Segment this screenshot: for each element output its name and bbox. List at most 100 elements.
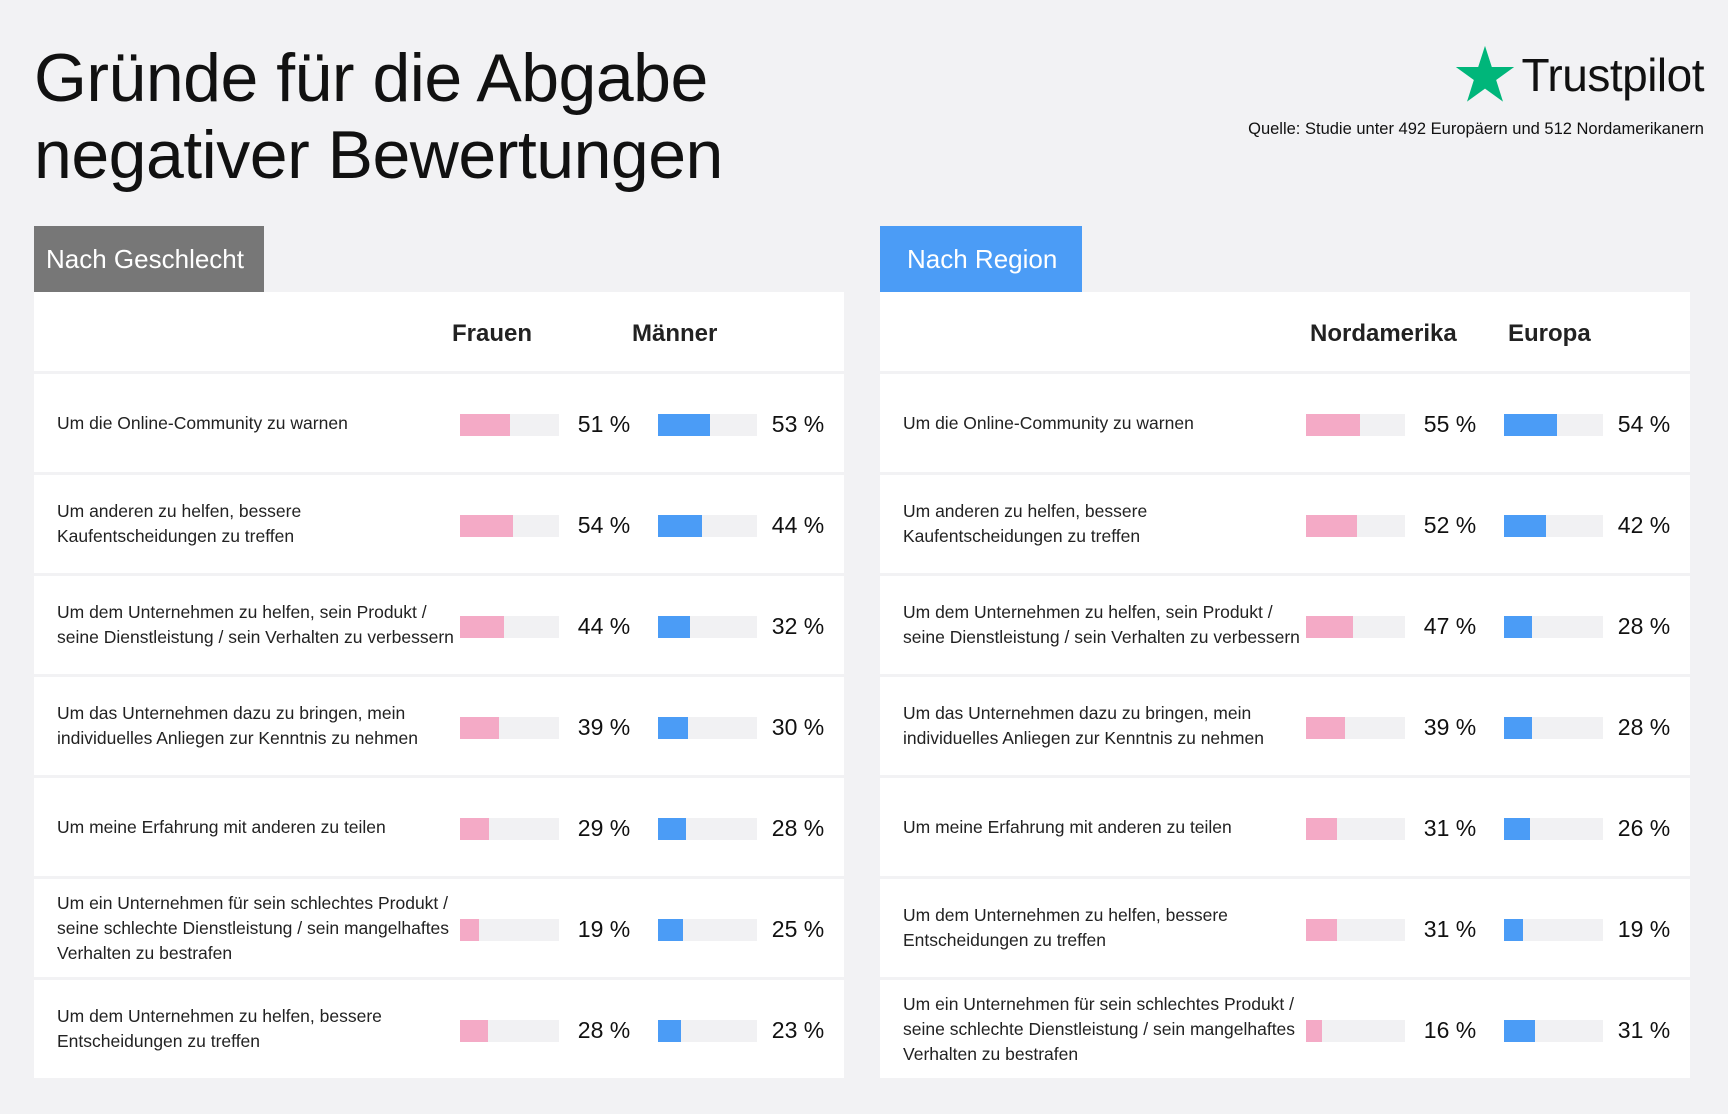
- bar-track: [658, 818, 757, 840]
- value-label: 28 %: [1617, 714, 1671, 740]
- bar-track: [1306, 818, 1405, 840]
- bar-track: [658, 515, 757, 537]
- bar-europa: [1504, 414, 1557, 436]
- bar-maenner: [658, 616, 690, 638]
- value-label: 28 %: [577, 1017, 631, 1043]
- bar-nordamerika: [1306, 515, 1357, 537]
- bar-maenner: [658, 717, 688, 739]
- bar-track: [658, 616, 757, 638]
- bar-track: [658, 1020, 757, 1042]
- bar-frauen: [460, 717, 499, 739]
- value-label: 55 %: [1423, 411, 1477, 437]
- table-row: Um die Online-Community zu warnen 55 % 54 …: [880, 374, 1690, 472]
- row-label: Um die Online-Community zu warnen: [903, 412, 1194, 433]
- gender-table: Frauen Männer Um die Online-Community zu…: [34, 292, 844, 1078]
- bar-frauen: [460, 616, 504, 638]
- title-line-2: negativer Bewertungen: [34, 117, 723, 193]
- bar-track: [1504, 717, 1603, 739]
- bar-track: [460, 818, 559, 840]
- bar-frauen: [460, 1020, 488, 1042]
- gender-rows: Um die Online-Community zu warnen 51 % 53 …: [34, 374, 844, 1078]
- value-label: 32 %: [771, 613, 825, 639]
- bar-track: [1306, 414, 1405, 436]
- row-label: Um dem Unternehmen zu helfen, sein Produ…: [903, 602, 1300, 647]
- region-rows: Um die Online-Community zu warnen 55 % 54 …: [880, 374, 1690, 1078]
- bar-track: [1504, 1020, 1603, 1042]
- table-row: Um das Unternehmen dazu zu bringen, mein…: [880, 677, 1690, 775]
- bar-europa: [1504, 515, 1546, 537]
- bar-europa: [1504, 919, 1523, 941]
- bar-track: [460, 515, 559, 537]
- bar-maenner: [658, 818, 686, 840]
- bar-track: [460, 414, 559, 436]
- row-label: Um anderen zu helfen, bessere Kaufentsch…: [903, 501, 1148, 546]
- bar-maenner: [658, 515, 702, 537]
- panel-tag-gender: Nach Geschlecht: [34, 226, 264, 292]
- table-row: Um meine Erfahrung mit anderen zu teilen…: [880, 778, 1690, 876]
- bar-frauen: [460, 414, 510, 436]
- table-row: Um dem Unternehmen zu helfen, sein Produ…: [34, 576, 844, 674]
- bar-nordamerika: [1306, 717, 1345, 739]
- table-row: Um dem Unternehmen zu helfen, bessere En…: [34, 980, 844, 1078]
- value-label: 47 %: [1423, 613, 1477, 639]
- value-label: 39 %: [577, 714, 631, 740]
- value-label: 54 %: [1617, 411, 1671, 437]
- value-label: 30 %: [771, 714, 825, 740]
- value-label: 31 %: [1617, 1017, 1671, 1043]
- panel-gender: Nach Geschlecht Frauen Männer Um die Onl…: [34, 226, 844, 1078]
- panel-region: Nach Region Nordamerika Europa Um die On…: [880, 226, 1690, 1078]
- panel-tag-region: Nach Region: [880, 226, 1083, 292]
- table-header: Frauen Männer: [34, 292, 844, 371]
- bar-frauen: [460, 919, 479, 941]
- brand-block: Trustpilot Quelle: Studie unter 492 Euro…: [1248, 44, 1705, 139]
- value-label: 29 %: [577, 815, 631, 841]
- bar-track: [1504, 515, 1603, 537]
- star-icon: [1455, 45, 1514, 102]
- value-label: 19 %: [1617, 916, 1671, 942]
- bar-maenner: [658, 414, 710, 436]
- value-label: 31 %: [1423, 815, 1477, 841]
- bar-nordamerika: [1306, 616, 1353, 638]
- bar-maenner: [658, 1020, 681, 1042]
- bar-frauen: [460, 515, 513, 537]
- bar-track: [658, 717, 757, 739]
- brand-name: Trustpilot: [1521, 49, 1705, 101]
- title-line-1: Gründe für die Abgabe: [34, 40, 708, 116]
- column-header-europa: Europa: [1508, 320, 1591, 347]
- bar-nordamerika: [1306, 919, 1337, 941]
- row-label: Um dem Unternehmen zu helfen, bessere En…: [903, 905, 1228, 950]
- value-label: 28 %: [771, 815, 825, 841]
- bar-track: [460, 1020, 559, 1042]
- bar-track: [1504, 919, 1603, 941]
- row-label: Um das Unternehmen dazu zu bringen, mein…: [903, 703, 1264, 748]
- value-label: 44 %: [771, 512, 825, 538]
- value-label: 31 %: [1423, 916, 1477, 942]
- value-label: 25 %: [771, 916, 825, 942]
- bar-track: [1306, 616, 1405, 638]
- value-label: 39 %: [1423, 714, 1477, 740]
- table-row: Um anderen zu helfen, bessere Kaufentsch…: [880, 475, 1690, 573]
- bar-track: [1504, 616, 1603, 638]
- bar-track: [460, 616, 559, 638]
- bar-europa: [1504, 1020, 1535, 1042]
- bar-track: [1306, 919, 1405, 941]
- bar-track: [1306, 717, 1405, 739]
- table-row: Um dem Unternehmen zu helfen, bessere En…: [880, 879, 1690, 977]
- table-row: Um die Online-Community zu warnen 51 % 53 …: [34, 374, 844, 472]
- column-header-maenner: Männer: [632, 320, 718, 347]
- table-row: Um anderen zu helfen, bessere Kaufentsch…: [34, 475, 844, 573]
- bar-frauen: [460, 818, 489, 840]
- table-header: Nordamerika Europa: [880, 292, 1690, 371]
- value-label: 42 %: [1617, 512, 1671, 538]
- row-label: Um ein Unternehmen für sein schlechtes P…: [57, 892, 450, 963]
- bar-nordamerika: [1306, 818, 1337, 840]
- bar-track: [460, 919, 559, 941]
- value-label: 44 %: [577, 613, 631, 639]
- bar-track: [460, 717, 559, 739]
- table-row: Um ein Unternehmen für sein schlechtes P…: [34, 879, 844, 977]
- row-label: Um dem Unternehmen zu helfen, sein Produ…: [57, 602, 454, 647]
- row-label: Um die Online-Community zu warnen: [57, 412, 348, 433]
- bar-nordamerika: [1306, 1020, 1322, 1042]
- value-label: 52 %: [1423, 512, 1477, 538]
- region-table: Nordamerika Europa Um die Online-Communi…: [880, 292, 1690, 1078]
